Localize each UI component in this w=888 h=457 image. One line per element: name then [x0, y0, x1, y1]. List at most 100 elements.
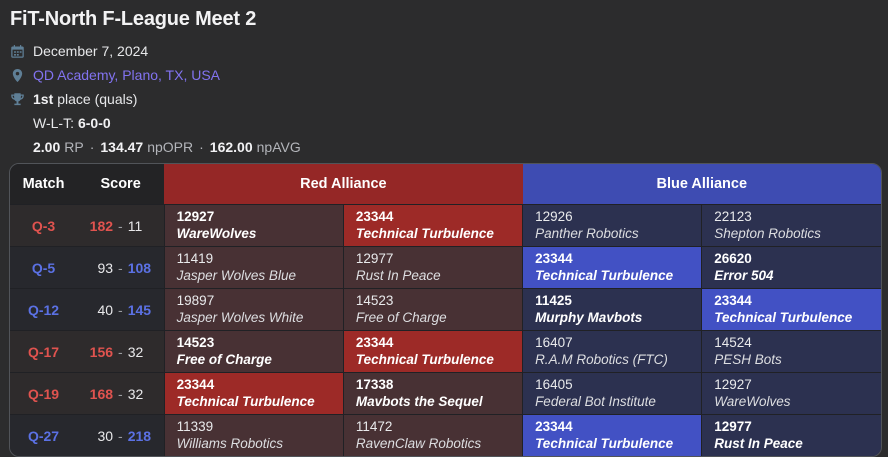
score-cell: 168-32 — [77, 372, 165, 415]
team-cell[interactable]: 23344 Technical Turbulence — [701, 288, 881, 331]
team-cell[interactable]: 11472 RavenClaw Robotics — [342, 414, 523, 456]
page-title: FiT-North F-League Meet 2 — [10, 8, 257, 30]
team-number: 23344 — [714, 293, 752, 308]
score-dash: - — [118, 259, 123, 276]
team-number: 22123 — [714, 209, 752, 224]
match-label: Q-19 — [10, 372, 78, 415]
column-header-match: Match — [10, 164, 78, 205]
team-cell[interactable]: 12926 Panther Robotics — [522, 204, 702, 247]
team-cell[interactable]: 12927 WareWolves — [163, 204, 344, 247]
match-label: Q-17 — [10, 330, 78, 373]
team-number: 11425 — [535, 293, 572, 308]
match-row: Q-27 30-218 11339 Williams Robotics 11472 Rav… — [10, 414, 881, 456]
team-name: PESH Bots — [714, 352, 782, 367]
team-number: 19897 — [176, 293, 215, 308]
score-cell: 40-145 — [77, 288, 165, 331]
team-cell[interactable]: 12927 WareWolves — [701, 372, 881, 415]
blue-score: 11 — [127, 217, 143, 234]
event-rank-row: 1st place (quals) — [10, 91, 880, 107]
team-name: Rust In Peace — [355, 268, 441, 283]
team-cell[interactable]: 22123 Shepton Robotics — [701, 204, 881, 247]
team-name: Jasper Wolves White — [176, 310, 304, 325]
team-cell[interactable]: 14523 Free of Charge — [163, 330, 344, 373]
red-score: 93 — [97, 259, 114, 276]
team-number: 16405 — [535, 377, 573, 392]
red-score: 168 — [89, 385, 114, 402]
wlt-row: W-L-T: 6-0-0 — [10, 115, 880, 131]
team-name: Free of Charge — [355, 310, 447, 325]
team-cell[interactable]: 23344 Technical Turbulence — [163, 372, 344, 415]
team-number: 11339 — [176, 419, 214, 434]
team-name: RavenClaw Robotics — [355, 436, 482, 451]
npopr-value: 134.47 — [100, 139, 144, 155]
blue-score: 218 — [127, 427, 152, 444]
team-name: Technical Turbulence — [714, 310, 853, 325]
table-header-row: Match Score Red Alliance Blue Alliance — [10, 164, 881, 205]
team-number: 23344 — [535, 251, 573, 266]
team-cell[interactable]: 23344 Technical Turbulence — [522, 414, 702, 456]
score-dash: - — [118, 217, 123, 234]
event-date: December 7, 2024 — [33, 43, 149, 59]
team-cell[interactable]: 11339 Williams Robotics — [163, 414, 344, 456]
team-cell[interactable]: 16405 Federal Bot Institute — [522, 372, 702, 415]
score-cell: 156-32 — [77, 330, 165, 373]
blue-score: 145 — [127, 301, 152, 318]
score-text: 182-11 — [77, 218, 164, 234]
score-cell: 93-108 — [77, 246, 165, 289]
team-cell[interactable]: 23344 Technical Turbulence — [522, 246, 702, 289]
team-cell[interactable]: 14524 PESH Bots — [701, 330, 881, 373]
team-cell[interactable]: 11419 Jasper Wolves Blue — [163, 246, 344, 289]
trophy-icon — [10, 92, 25, 107]
location-link[interactable]: QD Academy, Plano, TX, USA — [33, 67, 221, 83]
red-score: 182 — [89, 217, 114, 234]
score-text: 168-32 — [77, 386, 164, 402]
team-name: R.A.M Robotics (FTC) — [535, 352, 668, 367]
blue-score: 108 — [127, 259, 152, 276]
team-cell[interactable]: 23344 Technical Turbulence — [342, 330, 523, 373]
score-text: 40-145 — [77, 302, 164, 318]
team-cell[interactable]: 12977 Rust In Peace — [342, 246, 523, 289]
team-number: 11419 — [176, 251, 214, 266]
match-label: Q-27 — [10, 414, 78, 456]
team-number: 14523 — [176, 335, 215, 350]
match-label: Q-3 — [10, 204, 78, 247]
team-number: 23344 — [535, 419, 573, 434]
stat-separator: · — [89, 139, 95, 155]
team-name: Error 504 — [714, 268, 774, 283]
team-number: 16407 — [535, 335, 573, 350]
score-dash: - — [118, 343, 123, 360]
rp-value: 2.00 — [33, 139, 61, 155]
team-cell[interactable]: 23344 Technical Turbulence — [342, 204, 523, 247]
event-location-row: QD Academy, Plano, TX, USA — [10, 67, 880, 83]
team-number: 12927 — [176, 209, 215, 224]
score-dash: - — [118, 427, 123, 444]
team-name: WareWolves — [176, 226, 257, 241]
team-name: Panther Robotics — [535, 226, 639, 241]
red-score: 30 — [97, 427, 114, 444]
team-name: Shepton Robotics — [714, 226, 821, 241]
match-row: Q-12 40-145 19897 Jasper Wolves White 14523 F… — [10, 288, 881, 331]
team-number: 12927 — [714, 377, 752, 392]
wlt-value: 6-0-0 — [77, 115, 111, 131]
team-cell[interactable]: 19897 Jasper Wolves White — [163, 288, 344, 331]
team-cell[interactable]: 16407 R.A.M Robotics (FTC) — [522, 330, 702, 373]
team-cell[interactable]: 26620 Error 504 — [701, 246, 881, 289]
team-number: 23344 — [355, 335, 394, 350]
place-text: 1st place (quals) — [33, 91, 138, 107]
team-name: Jasper Wolves Blue — [176, 268, 296, 283]
column-header-score: Score — [77, 164, 165, 205]
team-cell[interactable]: 12977 Rust In Peace — [701, 414, 881, 456]
team-name: Technical Turbulence — [535, 436, 674, 451]
team-number: 14523 — [355, 293, 394, 308]
stats-row: 2.00 RP · 134.47 npOPR · 162.00 npAVG — [10, 139, 880, 155]
team-cell[interactable]: 14523 Free of Charge — [342, 288, 523, 331]
team-name: Federal Bot Institute — [535, 394, 656, 409]
npopr-label: npOPR — [147, 139, 194, 155]
column-header-red-alliance: Red Alliance — [164, 164, 523, 205]
team-cell[interactable]: 17338 Mavbots the Sequel — [342, 372, 523, 415]
score-cell: 182-11 — [77, 204, 165, 247]
team-cell[interactable]: 11425 Murphy Mavbots — [522, 288, 702, 331]
match-row: Q-3 182-11 12927 WareWolves 23344 Technical T… — [10, 204, 881, 247]
team-number: 12977 — [714, 419, 752, 434]
